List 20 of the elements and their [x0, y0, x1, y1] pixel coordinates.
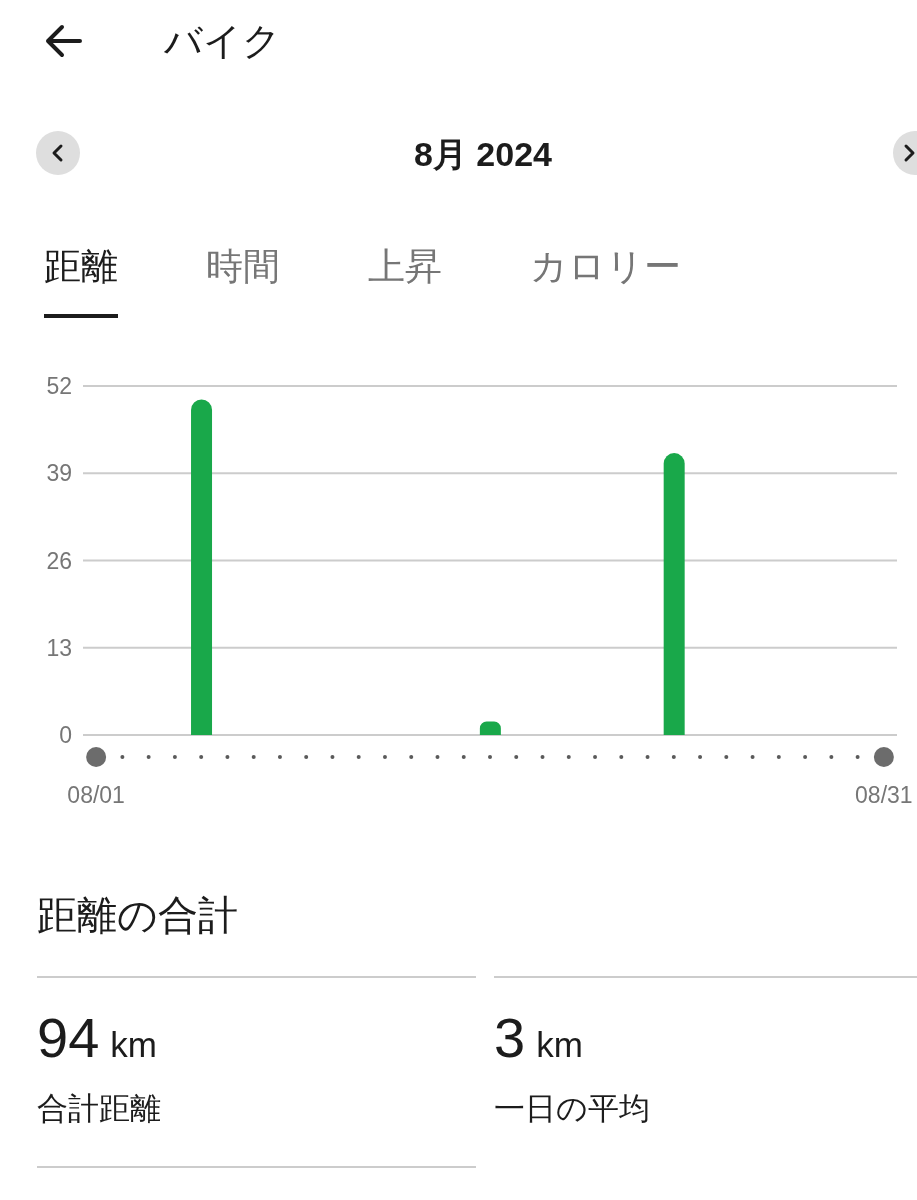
text: カロリー: [530, 246, 681, 288]
y-tick-label: 0: [59, 722, 72, 749]
bar: [663, 453, 685, 735]
x-tick-label: 08/01: [67, 782, 125, 808]
text: 時間: [206, 246, 280, 288]
chart-subtitle: 8月 2024: [414, 135, 552, 173]
text: 距離: [44, 246, 118, 288]
y-tick-label: 26: [46, 547, 72, 574]
text: 一日の平均: [494, 1091, 650, 1126]
y-tick-label: 39: [46, 460, 72, 487]
x-tick-label: 08/31: [855, 782, 913, 808]
y-tick-label: 52: [46, 373, 72, 400]
y-tick-label: 13: [46, 634, 72, 661]
bar: [191, 399, 213, 735]
text: 合計距離: [37, 1091, 161, 1126]
text: 距離の合計: [37, 893, 238, 937]
text: 上昇: [368, 246, 442, 288]
text: 3 km: [494, 1006, 583, 1069]
chart-title: バイク: [164, 20, 281, 62]
text: 94 km: [37, 1006, 157, 1069]
